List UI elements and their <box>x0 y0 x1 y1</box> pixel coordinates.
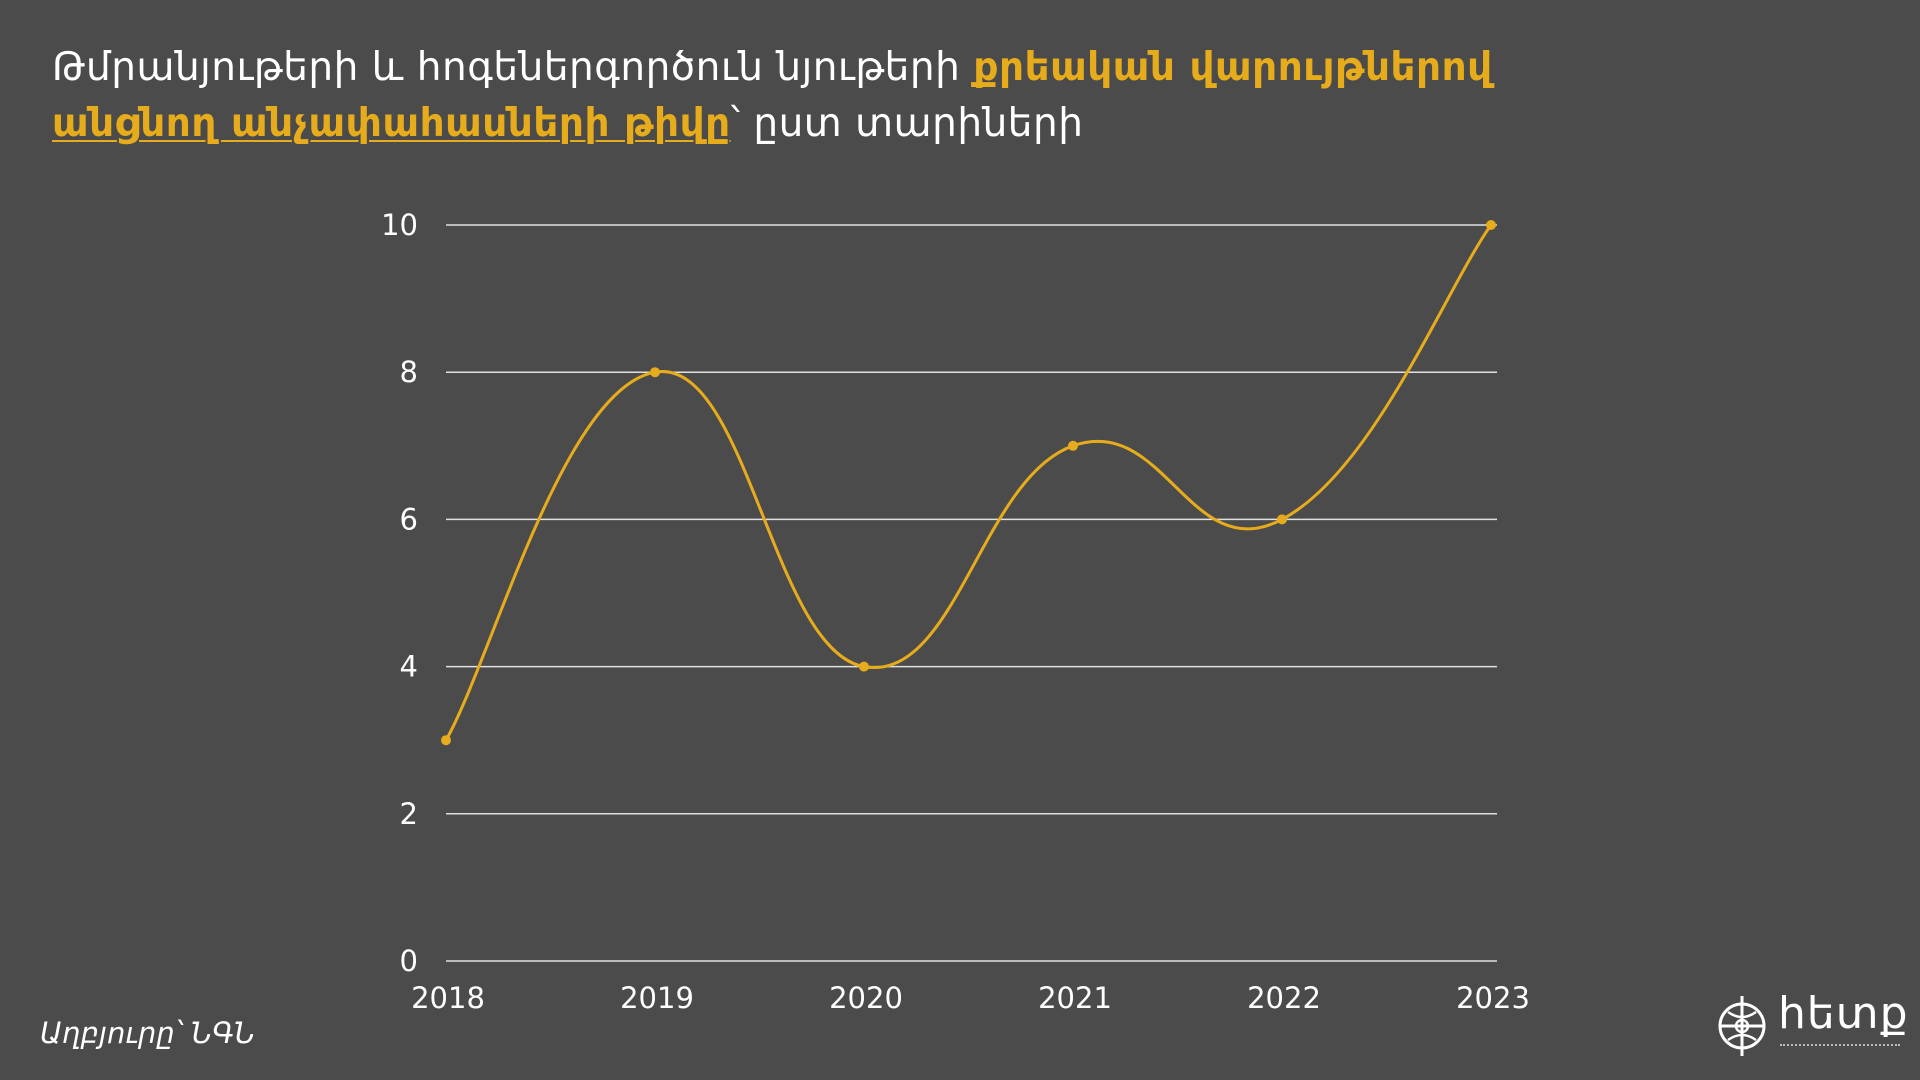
x-tick-label: 2018 <box>411 981 485 1015</box>
x-tick-label: 2022 <box>1247 981 1321 1015</box>
y-tick-label: 4 <box>400 650 418 684</box>
title-part-1: Թմրանյութերի և հոգեներգործուն նյութերի <box>52 45 974 90</box>
data-point-2019 <box>650 367 660 378</box>
logo-wordmark: hետք <box>1778 988 1909 1039</box>
x-tick-label: 2021 <box>1038 981 1112 1015</box>
source-note: Աղբյուրը՝ ՆԳՆ <box>40 1016 256 1050</box>
brand-logo: hետք <box>1714 988 1908 1060</box>
data-point-2018 <box>441 735 451 746</box>
series-line-layer <box>444 224 1493 741</box>
chart-title: Թմրանյութերի և հոգեներգործուն նյութերի ք… <box>52 40 1652 152</box>
data-point-2021 <box>1068 440 1078 451</box>
series-points-layer <box>441 220 1496 746</box>
title-highlight-1: քրեական վարույթներով <box>973 45 1493 90</box>
logo-tagline-decoration <box>1780 1044 1900 1049</box>
data-point-2022 <box>1277 514 1287 525</box>
title-part-4: ՝ ըստ տարիների <box>730 101 1084 146</box>
x-axis-tick-labels: 2018 2019 2020 2021 2022 2023 <box>411 981 1530 1015</box>
y-axis-tick-labels: 0 2 4 6 8 10 <box>381 208 418 978</box>
globe-target-icon <box>1718 996 1766 1056</box>
y-tick-label: 8 <box>400 355 418 389</box>
x-tick-label: 2020 <box>829 981 903 1015</box>
y-tick-label: 2 <box>400 797 418 831</box>
x-tick-label: 2019 <box>620 981 694 1015</box>
y-tick-label: 6 <box>400 502 418 536</box>
y-tick-label: 0 <box>400 944 418 978</box>
y-tick-label: 10 <box>381 208 418 242</box>
x-tick-label: 2023 <box>1456 981 1530 1015</box>
grid-layer <box>446 224 1497 962</box>
data-point-2023 <box>1486 220 1496 230</box>
series-line <box>444 224 1493 741</box>
title-highlight-2: անցնող անչափահասների թիվը <box>52 101 731 146</box>
data-point-2020 <box>859 661 869 672</box>
